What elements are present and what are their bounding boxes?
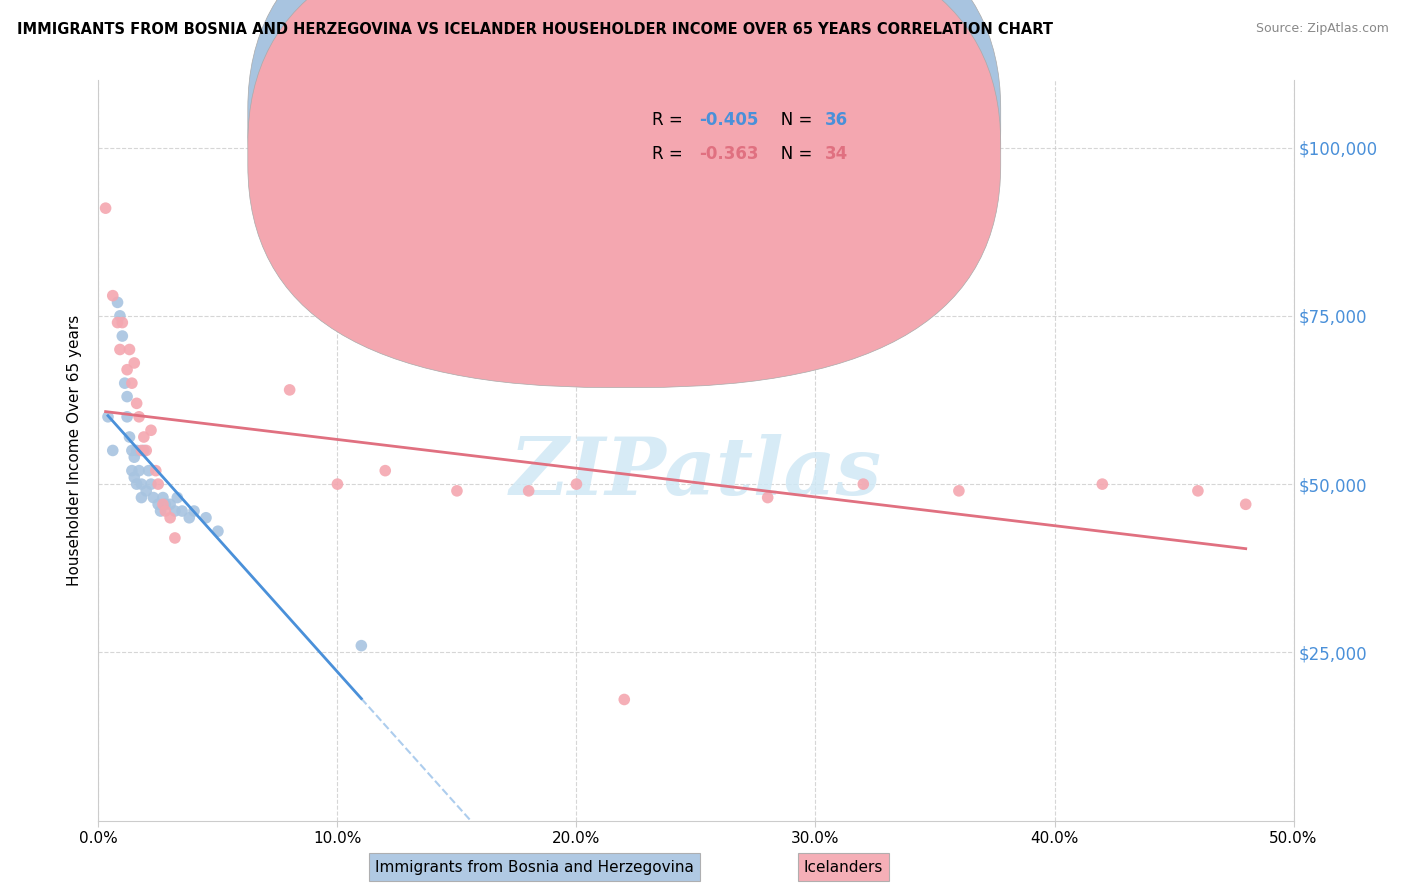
Point (115, 390, 138, 404)
Point (94, 201, 117, 215)
Point (148, 477, 170, 491)
Point (101, 288, 124, 302)
Point (128, 464, 150, 478)
Point (124, 470, 146, 484)
Point (1187, 483, 1209, 498)
Point (139, 423, 162, 437)
Point (139, 477, 162, 491)
Point (149, 504, 172, 518)
Point (756, 491, 779, 505)
Point (163, 504, 186, 518)
Point (111, 329, 134, 343)
Point (155, 497, 177, 511)
Point (148, 497, 170, 511)
Point (138, 464, 160, 478)
Text: Icelanders: Icelanders (804, 860, 883, 874)
Text: R =: R = (652, 111, 688, 128)
FancyBboxPatch shape (247, 0, 1001, 387)
Point (142, 491, 165, 505)
Point (948, 483, 970, 498)
Point (128, 409, 150, 424)
Point (565, 477, 588, 491)
Text: ZIPatlas: ZIPatlas (510, 434, 882, 511)
Point (517, 483, 540, 498)
Point (111, 316, 134, 330)
Point (121, 376, 143, 391)
Point (1234, 497, 1257, 511)
Point (108, 309, 131, 323)
Point (159, 510, 181, 524)
Point (152, 491, 174, 505)
Point (179, 510, 201, 524)
Point (207, 524, 229, 539)
Text: Immigrants from Bosnia and Herzegovina: Immigrants from Bosnia and Herzegovina (375, 860, 693, 874)
Point (613, 692, 636, 706)
Point (125, 477, 148, 491)
Point (166, 491, 188, 505)
Point (101, 443, 124, 458)
Point (350, 639, 373, 653)
Text: N =: N = (765, 111, 818, 128)
Y-axis label: Householder Income Over 65 years: Householder Income Over 65 years (67, 315, 83, 586)
Text: 34: 34 (825, 145, 848, 163)
Point (132, 443, 155, 458)
FancyBboxPatch shape (247, 0, 1001, 352)
Text: -0.405: -0.405 (700, 111, 759, 128)
Point (278, 383, 301, 397)
Text: -0.363: -0.363 (700, 145, 759, 163)
Point (152, 497, 174, 511)
Point (446, 483, 468, 498)
Point (135, 483, 157, 498)
Point (131, 443, 153, 458)
Point (852, 477, 875, 491)
Point (124, 356, 146, 370)
Point (114, 376, 136, 391)
Point (124, 450, 146, 465)
Point (97, 409, 120, 424)
Point (107, 316, 129, 330)
Point (118, 343, 141, 357)
Point (132, 430, 155, 444)
Point (115, 362, 138, 376)
Point (125, 443, 148, 458)
Point (121, 464, 143, 478)
Point (131, 477, 153, 491)
Point (159, 497, 181, 511)
Point (195, 510, 218, 524)
Point (183, 504, 205, 518)
Point (326, 477, 349, 491)
Point (172, 504, 194, 518)
Point (163, 531, 186, 545)
Point (135, 443, 157, 458)
Point (107, 295, 129, 310)
Point (121, 443, 143, 458)
Text: Source: ZipAtlas.com: Source: ZipAtlas.com (1256, 22, 1389, 36)
Text: 36: 36 (825, 111, 848, 128)
Point (131, 491, 153, 505)
Text: N =: N = (765, 145, 818, 163)
Point (374, 464, 396, 478)
Text: R =: R = (652, 145, 688, 163)
Point (145, 464, 167, 478)
Point (108, 343, 131, 357)
Point (118, 430, 141, 444)
Point (1091, 477, 1114, 491)
FancyBboxPatch shape (589, 95, 852, 187)
Point (125, 396, 148, 410)
Point (155, 504, 177, 518)
Text: IMMIGRANTS FROM BOSNIA AND HERZEGOVINA VS ICELANDER HOUSEHOLDER INCOME OVER 65 Y: IMMIGRANTS FROM BOSNIA AND HERZEGOVINA V… (17, 22, 1053, 37)
Point (115, 409, 138, 424)
